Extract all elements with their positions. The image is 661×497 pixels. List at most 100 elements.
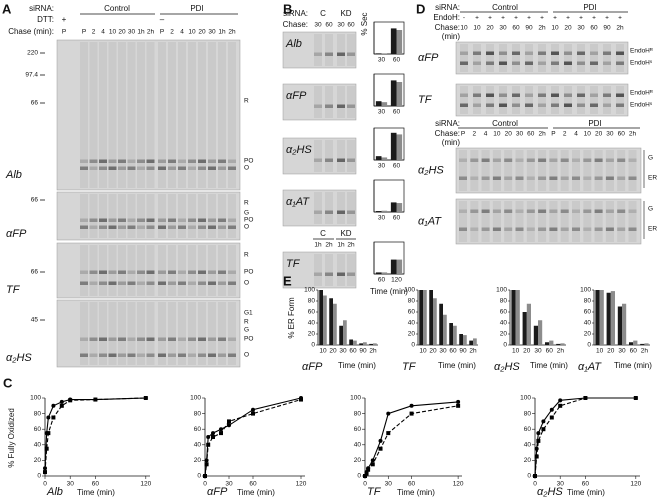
gel-lane <box>583 201 592 242</box>
data-point <box>59 399 64 404</box>
gel-band <box>198 337 206 341</box>
y-tick-label: 20 <box>408 331 416 338</box>
lane-label: 10 <box>473 25 481 32</box>
gel-band <box>525 51 533 55</box>
gel-lane <box>108 245 117 296</box>
gel-band <box>108 218 117 222</box>
data-point <box>533 474 537 478</box>
x-tick-label: 120 <box>630 481 641 488</box>
gel-lane <box>347 192 355 224</box>
gel-lane <box>538 86 546 114</box>
group-label: C <box>320 9 326 18</box>
gel-band <box>89 166 98 170</box>
gel-band <box>628 227 637 231</box>
gel-band <box>549 176 558 180</box>
data-point <box>409 403 414 408</box>
gel-lane <box>80 302 88 365</box>
gel-band <box>137 218 145 222</box>
gel-lane <box>549 201 558 242</box>
lane-label: 30 <box>128 29 136 36</box>
lane-label: 4 <box>101 29 105 36</box>
bar <box>359 343 363 345</box>
gel-lane <box>178 302 186 365</box>
lane-label: 20 <box>486 25 494 32</box>
gel-band <box>218 270 226 274</box>
lane-label: 30 <box>606 131 614 138</box>
mw-label: 66 <box>31 100 39 107</box>
endoh-sign: + <box>501 15 505 22</box>
gel-band <box>137 159 145 163</box>
data-point <box>46 431 51 436</box>
gel-lane <box>572 150 580 191</box>
bar <box>319 290 323 345</box>
row-label: Chase: <box>435 23 460 32</box>
gel-band <box>208 337 216 341</box>
gel-lane <box>325 140 333 172</box>
gel-band <box>198 281 206 285</box>
x-tick-label: 30 <box>67 481 75 488</box>
gel-lane <box>325 34 333 66</box>
x-tick-label: 30 <box>534 348 542 355</box>
bar <box>419 290 423 345</box>
y-tick-label: 20 <box>584 331 592 338</box>
endoh-sign: + <box>618 15 622 22</box>
gel-band <box>178 337 186 341</box>
group-label: PDI <box>588 119 601 128</box>
bar <box>353 340 357 345</box>
band-label: G1 <box>244 310 253 317</box>
gel-band <box>118 281 126 285</box>
gel-lane <box>80 245 88 296</box>
gel-lane <box>512 86 520 114</box>
x-tick-label: 0 <box>533 481 537 488</box>
data-point <box>558 398 563 403</box>
gel-lane <box>470 150 479 191</box>
data-point <box>534 454 539 459</box>
band-label: ER <box>648 175 657 182</box>
gel-lane <box>504 150 513 191</box>
axis-title: Time (min) <box>338 361 376 370</box>
gel-lane <box>198 302 206 365</box>
data-point <box>386 431 391 436</box>
gel-band <box>168 218 176 222</box>
gel-band <box>515 209 524 213</box>
gel-band <box>80 281 88 285</box>
y-tick-label: 0 <box>311 342 315 349</box>
y-tick-label: 100 <box>496 287 507 294</box>
lane-label: 2h <box>228 29 236 36</box>
x-tick-label: 30 <box>378 57 386 64</box>
y-tick-label: 80 <box>34 410 42 417</box>
x-tick-label: 0 <box>43 481 47 488</box>
gel-band <box>218 218 226 222</box>
gel-name: Alb <box>5 169 22 181</box>
lane-label: 20 <box>118 29 126 36</box>
gel-lane <box>481 150 490 191</box>
gel-lane <box>572 201 580 242</box>
gel-band <box>208 159 216 163</box>
gel-band <box>118 225 126 229</box>
gel-band <box>549 158 558 162</box>
gel-lane <box>89 245 98 296</box>
data-point <box>227 419 231 424</box>
gel-band <box>137 166 145 170</box>
gel-band <box>158 218 166 222</box>
gel-lane <box>127 42 136 188</box>
gel-band <box>538 176 547 180</box>
gel-band <box>473 103 481 107</box>
bar <box>369 343 373 345</box>
bar <box>633 340 638 345</box>
gel-band <box>188 218 196 222</box>
gel-lane <box>188 302 196 365</box>
gel-lane <box>512 44 520 72</box>
gel-band <box>99 225 107 229</box>
gel-band <box>314 158 322 162</box>
gel-lane <box>325 254 333 286</box>
x-tick-label: 20 <box>429 348 437 355</box>
gel-lane <box>314 254 322 286</box>
bar <box>323 295 327 345</box>
gel-band <box>178 270 186 274</box>
x-tick-label: 10 <box>512 348 520 355</box>
gel-band <box>314 104 322 108</box>
gel-band <box>583 176 592 180</box>
data-point <box>549 415 554 420</box>
